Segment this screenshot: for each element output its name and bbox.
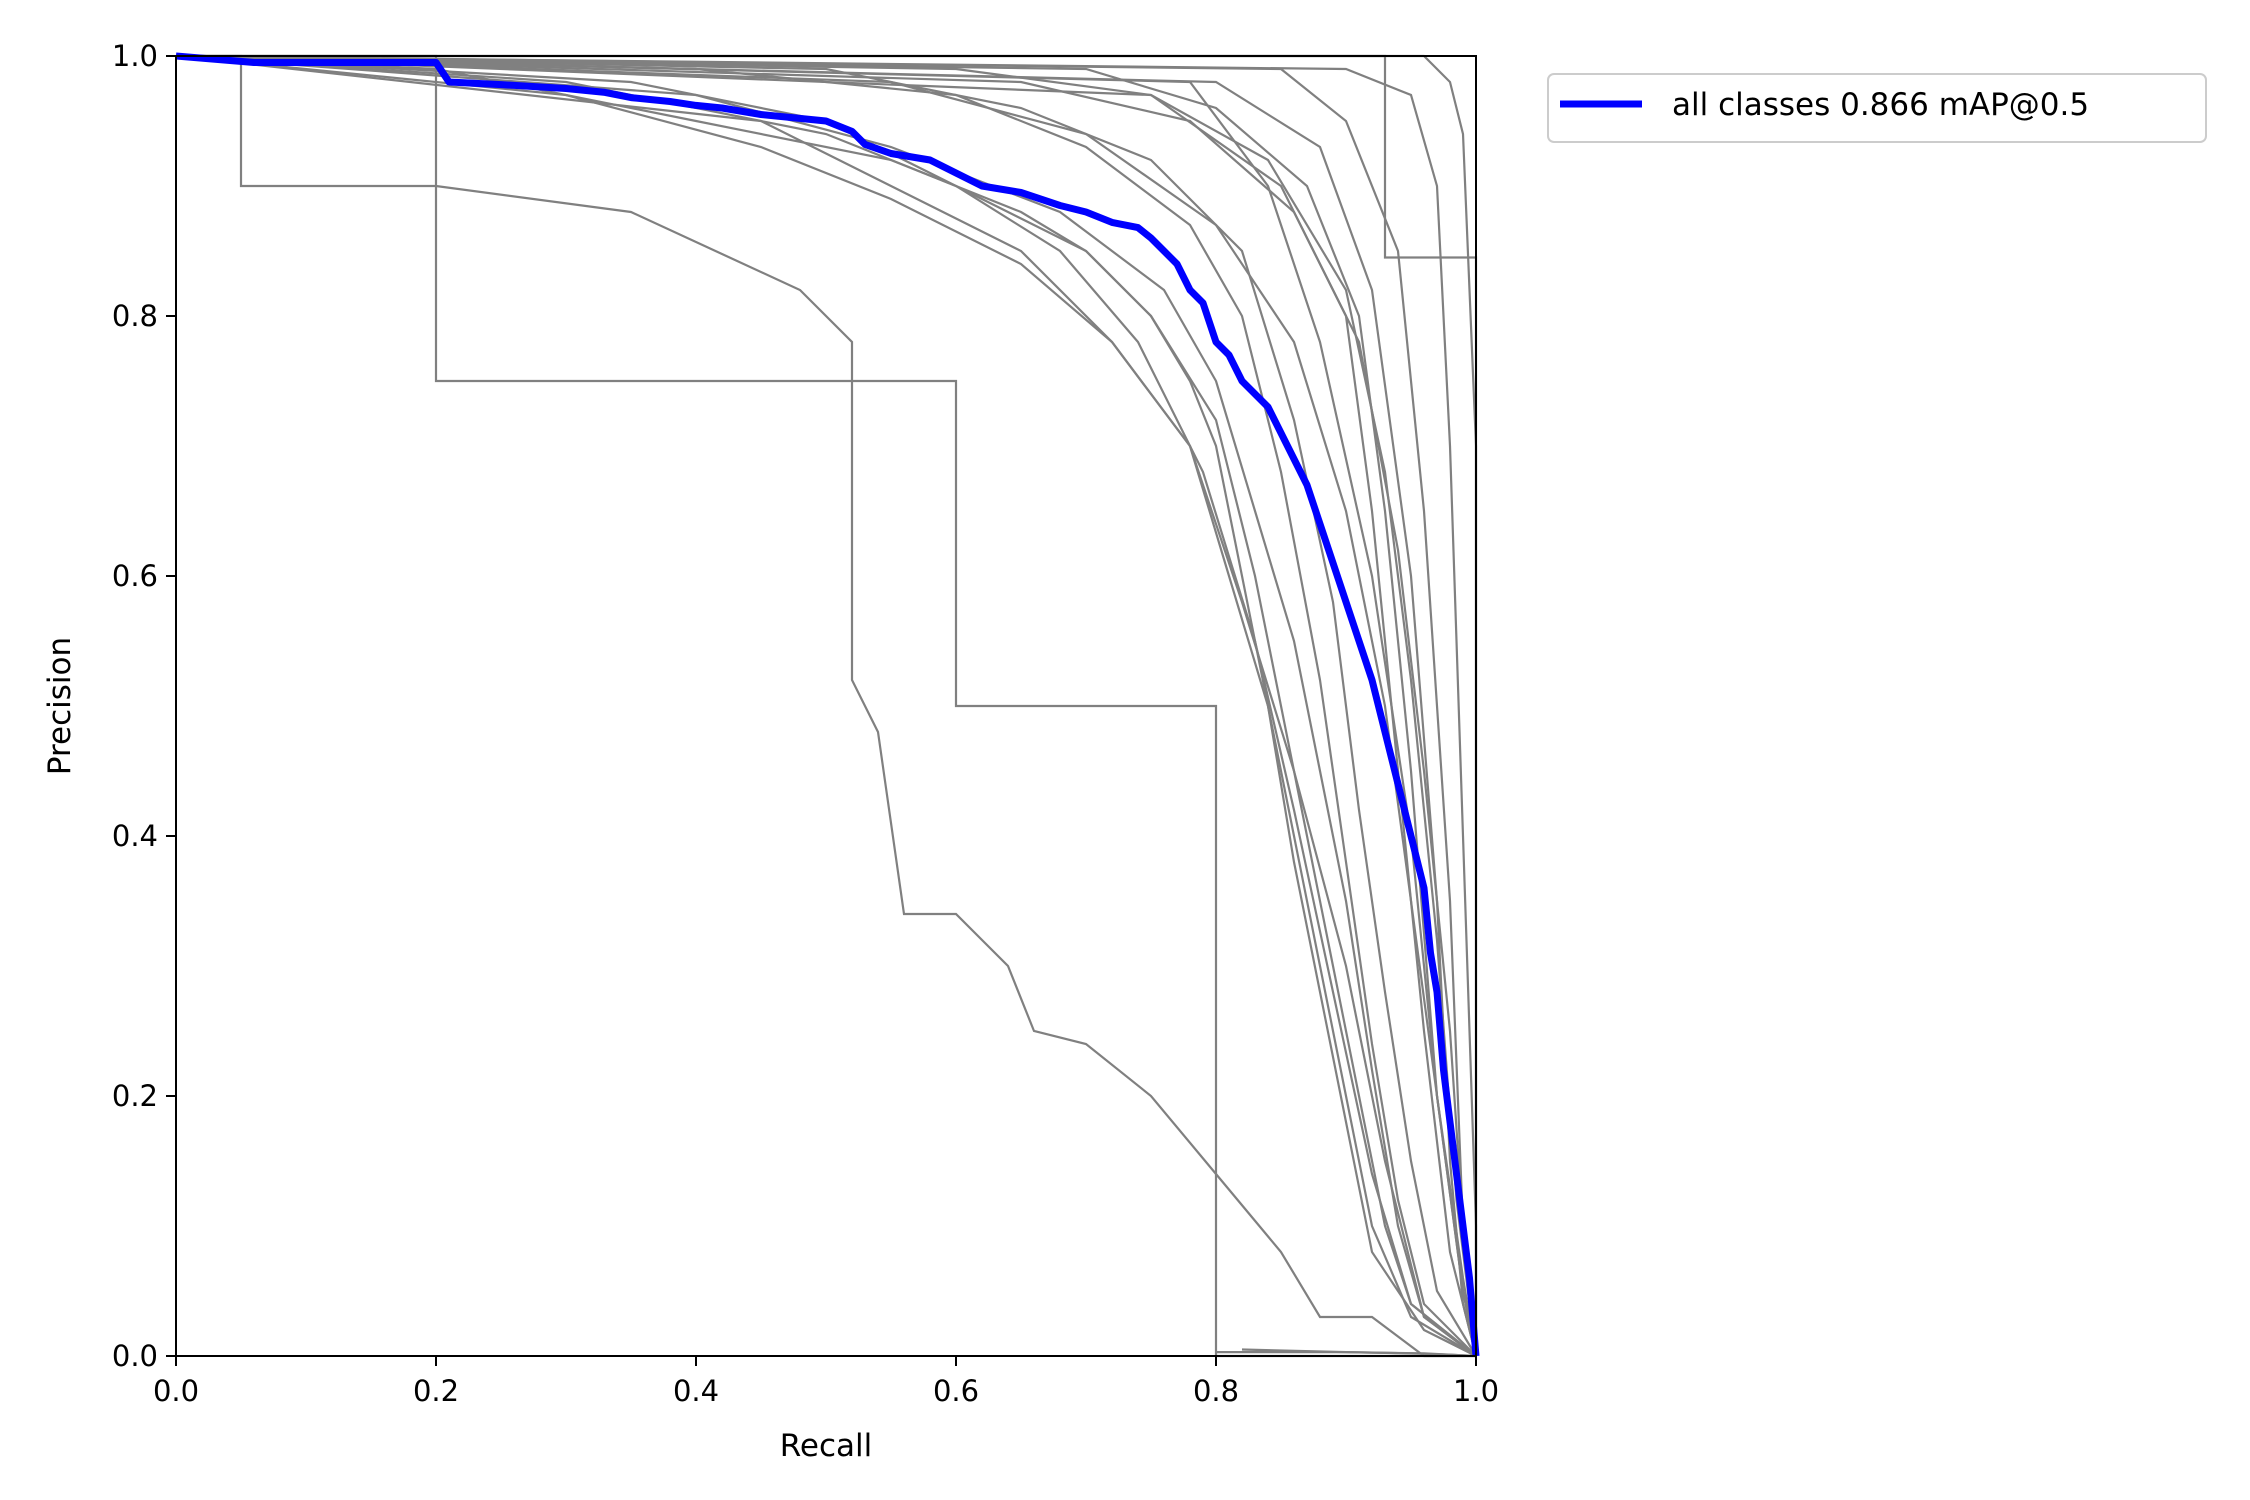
legend-box <box>1547 73 2207 143</box>
x-tick-label-2: 0.4 <box>673 1374 719 1408</box>
class-curve-20 <box>175 54 1478 1357</box>
y-tick-label-2: 0.4 <box>112 819 158 853</box>
x-tick-label-5: 1.0 <box>1453 1374 1499 1408</box>
class-curve-11 <box>175 54 1478 1357</box>
x-tick-label-4: 0.8 <box>1193 1374 1239 1408</box>
legend: all classes 0.866 mAP@0.5 <box>1547 73 2207 143</box>
all-classes-curve <box>175 52 1480 1357</box>
y-tick-label-5: 1.0 <box>112 39 158 73</box>
class-curve-4 <box>175 54 1477 1357</box>
x-tick-label-3: 0.6 <box>933 1374 979 1408</box>
class-curve-12 <box>175 54 1478 1356</box>
legend-label-all-classes: all classes 0.866 mAP@0.5 <box>1672 87 2089 123</box>
y-axis-label: Precision <box>42 637 78 775</box>
y-tick-label-0: 0.0 <box>112 1339 158 1373</box>
all-classes-curve-layer <box>175 52 1480 1357</box>
y-tick-label-1: 0.2 <box>112 1079 158 1113</box>
class-curve-8 <box>175 54 1478 1357</box>
plot-frame <box>175 55 1477 1357</box>
class-curve-5 <box>175 54 1477 1357</box>
x-tick-label-0: 0.0 <box>153 1374 199 1408</box>
y-tick-label-4: 0.8 <box>112 299 158 333</box>
axis-ticks: 0.0 0.2 0.4 0.6 0.8 1.0 0.0 0.2 0.4 0.6 0.8 1.0 <box>112 39 1499 1408</box>
x-tick-label-1: 0.2 <box>413 1374 459 1408</box>
class-curve-2 <box>176 54 1476 1358</box>
x-axis-label: Recall <box>780 1428 873 1464</box>
class-curve-3 <box>175 54 1477 1357</box>
y-tick-label-3: 0.6 <box>112 559 158 593</box>
